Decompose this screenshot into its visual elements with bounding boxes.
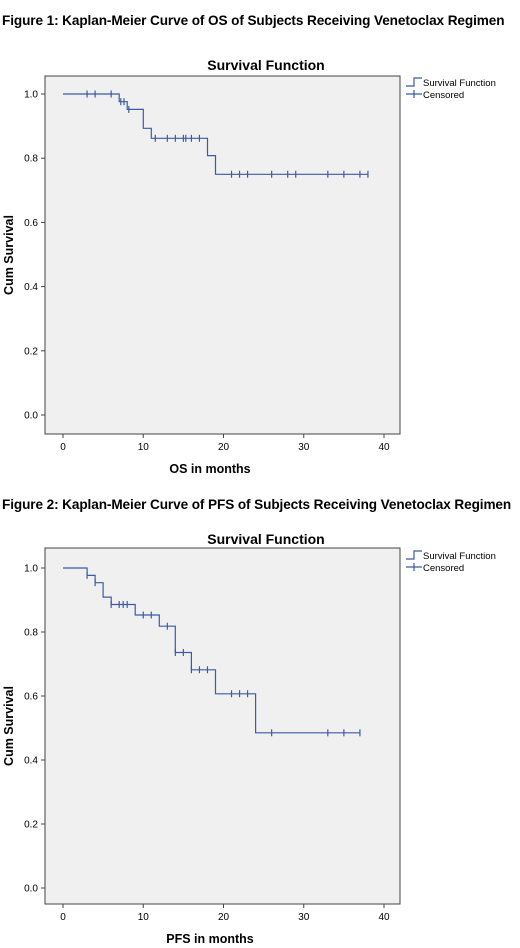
x-tick-label: 10 [138,912,150,923]
x-axis-label: PFS in months [166,932,254,946]
x-axis-label: OS in months [169,462,250,476]
chart-title: Survival Function [207,57,324,73]
y-tick-label: 0.4 [24,756,38,767]
y-tick-label: 0.6 [24,218,38,229]
y-axis-label: Cum Survival [2,215,16,295]
x-tick-label: 10 [138,442,150,453]
y-tick-label: 0.0 [24,411,38,422]
plot-area [44,547,401,905]
legend-survival-label: Survival Function [423,78,496,89]
legend-censored-label: Censored [423,563,464,574]
x-tick-label: 40 [378,442,390,453]
x-tick-label: 30 [298,442,310,453]
y-tick-label: 0.2 [24,820,38,831]
y-tick-label: 1.0 [24,564,38,575]
y-tick-label: 1.0 [24,90,38,101]
y-tick-label: 0.4 [24,282,38,293]
legend-censored-swatch [406,563,422,571]
x-tick-label: 40 [378,912,390,923]
y-tick-label: 0.8 [24,628,38,639]
y-tick-label: 0.6 [24,692,38,703]
x-tick-label: 20 [218,912,230,923]
plot-area [44,75,401,435]
x-tick-label: 0 [60,442,66,453]
legend-survival-label: Survival Function [423,551,496,562]
survival-step-line [63,567,360,734]
x-tick-label: 30 [298,912,310,923]
x-tick-label: 0 [60,912,66,923]
legend-survival-swatch [406,77,422,87]
legend-censored-swatch [406,90,422,98]
x-tick-label: 20 [218,442,230,453]
y-axis-label: Cum Survival [2,686,16,766]
legend-censored-label: Censored [423,90,464,101]
chart-title: Survival Function [207,531,324,547]
y-tick-label: 0.2 [24,346,38,357]
y-tick-label: 0.8 [24,154,38,165]
y-tick-label: 0.0 [24,884,38,895]
pfs-chart: Survival Function 0.0 0.2 0.4 0.6 0.8 1.0 0 10 20… [2,531,496,946]
figure-2-caption: Figure 2: Kaplan-Meier Curve of PFS of S… [2,497,512,512]
figure-1-caption: Figure 1: Kaplan-Meier Curve of OS of Su… [2,13,505,28]
legend-survival-swatch [406,550,422,560]
os-chart: Survival Function 0.0 0.2 0.4 0.6 0.8 1.0 0 10 20… [2,57,496,476]
